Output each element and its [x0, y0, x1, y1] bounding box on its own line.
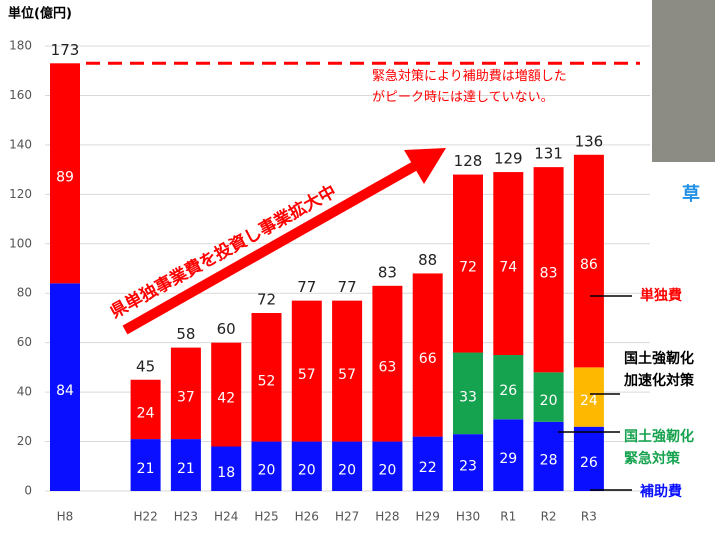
value-label: 20 [258, 462, 276, 478]
total-label: 72 [257, 291, 276, 309]
value-label: 57 [298, 367, 316, 383]
value-label: 72 [459, 260, 477, 276]
photo-caption: 草 [682, 183, 700, 205]
value-label: 83 [540, 266, 558, 282]
annotation: 緊急対策により補助費は増額した がピーク時には達していない。 [372, 66, 567, 108]
value-label: 52 [258, 373, 276, 389]
total-label: 60 [217, 320, 236, 338]
value-label: 29 [499, 451, 517, 467]
total-label: 58 [176, 325, 195, 343]
x-tick-label: H25 [254, 510, 278, 524]
x-tick-label: R1 [500, 510, 516, 524]
y-tick-label: 140 [9, 137, 32, 151]
value-label: 22 [419, 460, 437, 476]
value-label: 18 [217, 465, 235, 481]
value-label: 24 [580, 393, 598, 409]
legend-label: 国土強靭化 加速化対策 [624, 348, 694, 392]
value-label: 20 [378, 462, 396, 478]
x-tick-label: H27 [335, 510, 359, 524]
y-tick-label: 0 [24, 484, 32, 498]
chart: 草 単位(億円) 0 20 40 60 80 100 120 140 160 180 H8 84 89 1… [0, 0, 715, 546]
value-label: 33 [459, 389, 477, 405]
value-label: 23 [459, 459, 477, 475]
x-tick-label: H30 [456, 510, 480, 524]
value-label: 66 [419, 351, 437, 367]
photo [652, 0, 715, 162]
value-label: 89 [56, 169, 74, 185]
total-label: 83 [378, 263, 397, 281]
x-tick-label: H22 [133, 510, 157, 524]
y-tick-label: 160 [9, 88, 32, 102]
page: 草 単位(億円) 0 20 40 60 80 100 120 140 160 180 H8 84 89 1… [0, 0, 715, 546]
total-label: 131 [534, 145, 563, 163]
x-tick-label: H8 [57, 510, 74, 524]
x-tick-label: R2 [541, 510, 557, 524]
value-label: 57 [338, 367, 356, 383]
total-label: 77 [338, 278, 357, 296]
total-label: 88 [418, 251, 437, 269]
total-label: 128 [454, 152, 483, 170]
value-label: 28 [540, 452, 558, 468]
legend-label: 単独費 [640, 285, 682, 307]
legend-label: 補助費 [640, 481, 682, 503]
value-label: 21 [177, 461, 195, 477]
y-tick-label: 100 [9, 236, 32, 250]
value-label: 74 [499, 260, 517, 276]
y-tick-label: 120 [9, 187, 32, 201]
total-label: 77 [297, 278, 316, 296]
x-tick-label: R3 [581, 510, 597, 524]
value-label: 26 [499, 383, 517, 399]
total-label: 129 [494, 150, 523, 168]
x-tick-label: H28 [375, 510, 399, 524]
y-tick-label: 20 [17, 434, 32, 448]
y-axis-label: 単位(億円) [8, 6, 72, 22]
value-label: 86 [580, 257, 598, 273]
y-tick-label: 80 [17, 286, 32, 300]
x-tick-label: H24 [214, 510, 238, 524]
y-tick-label: 180 [9, 39, 32, 53]
value-label: 20 [298, 462, 316, 478]
value-label: 20 [338, 462, 356, 478]
value-label: 37 [177, 389, 195, 405]
x-tick-label: H26 [295, 510, 319, 524]
y-tick-label: 60 [17, 335, 32, 349]
legend-label: 国土強靭化 緊急対策 [624, 426, 694, 470]
total-label: 173 [51, 41, 80, 59]
y-tick-label: 40 [17, 385, 32, 399]
x-tick-label: H23 [174, 510, 198, 524]
value-label: 26 [580, 455, 598, 471]
total-label: 45 [136, 357, 155, 375]
value-label: 63 [378, 360, 396, 376]
value-label: 21 [137, 461, 155, 477]
value-label: 20 [540, 393, 558, 409]
value-label: 42 [217, 391, 235, 407]
value-label: 24 [137, 405, 155, 421]
total-label: 136 [575, 132, 604, 150]
value-label: 84 [56, 383, 74, 399]
x-tick-label: H29 [416, 510, 440, 524]
